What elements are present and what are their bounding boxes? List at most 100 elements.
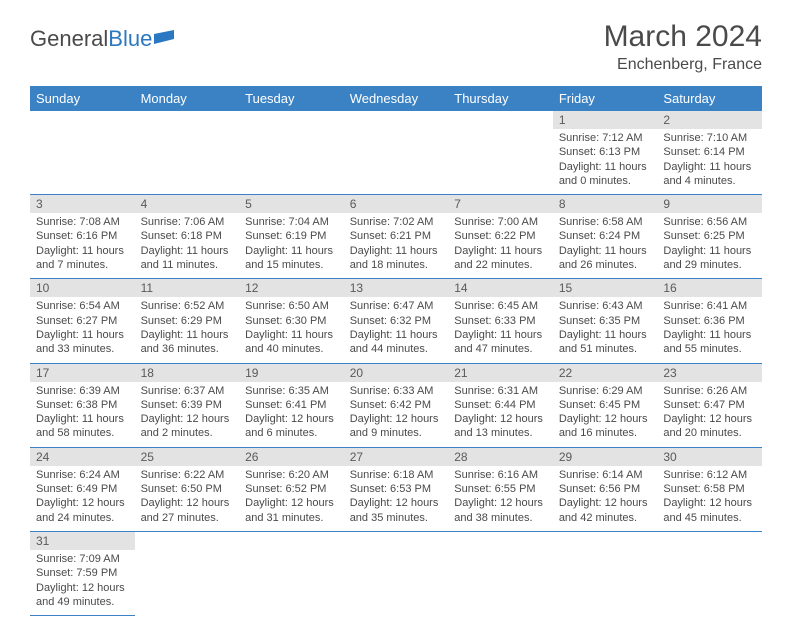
daylight-line: and 35 minutes. — [350, 511, 443, 525]
day-body: Sunrise: 7:02 AMSunset: 6:21 PMDaylight:… — [344, 213, 449, 278]
title-block: March 2024 Enchenberg, France — [604, 20, 762, 74]
day-body: Sunrise: 6:47 AMSunset: 6:32 PMDaylight:… — [344, 297, 449, 362]
daylight-line: Daylight: 11 hours — [36, 328, 129, 342]
day-number: 13 — [344, 279, 449, 297]
calendar-cell — [553, 531, 658, 615]
sunset-line: Sunset: 6:21 PM — [350, 229, 443, 243]
daylight-line: Daylight: 11 hours — [559, 244, 652, 258]
daylight-line: Daylight: 12 hours — [141, 412, 234, 426]
day-number: 28 — [448, 448, 553, 466]
daylight-line: Daylight: 12 hours — [663, 412, 756, 426]
sunrise-line: Sunrise: 6:47 AM — [350, 299, 443, 313]
sunset-line: Sunset: 6:22 PM — [454, 229, 547, 243]
calendar-cell: 4Sunrise: 7:06 AMSunset: 6:18 PMDaylight… — [135, 195, 240, 279]
sunrise-line: Sunrise: 6:56 AM — [663, 215, 756, 229]
day-body: Sunrise: 6:12 AMSunset: 6:58 PMDaylight:… — [657, 466, 762, 531]
day-number: 18 — [135, 364, 240, 382]
sunset-line: Sunset: 6:58 PM — [663, 482, 756, 496]
day-body: Sunrise: 6:50 AMSunset: 6:30 PMDaylight:… — [239, 297, 344, 362]
sunrise-line: Sunrise: 7:10 AM — [663, 131, 756, 145]
calendar-cell: 28Sunrise: 6:16 AMSunset: 6:55 PMDayligh… — [448, 447, 553, 531]
sunrise-line: Sunrise: 6:16 AM — [454, 468, 547, 482]
day-body: Sunrise: 6:18 AMSunset: 6:53 PMDaylight:… — [344, 466, 449, 531]
day-header: Saturday — [657, 86, 762, 111]
calendar-table: SundayMondayTuesdayWednesdayThursdayFrid… — [30, 86, 762, 616]
daylight-line: Daylight: 11 hours — [350, 328, 443, 342]
sunset-line: Sunset: 6:56 PM — [559, 482, 652, 496]
calendar-cell: 24Sunrise: 6:24 AMSunset: 6:49 PMDayligh… — [30, 447, 135, 531]
daylight-line: and 13 minutes. — [454, 426, 547, 440]
daylight-line: and 42 minutes. — [559, 511, 652, 525]
sunset-line: Sunset: 6:41 PM — [245, 398, 338, 412]
daylight-line: and 38 minutes. — [454, 511, 547, 525]
day-number: 30 — [657, 448, 762, 466]
sunset-line: Sunset: 7:59 PM — [36, 566, 129, 580]
day-header: Sunday — [30, 86, 135, 111]
daylight-line: Daylight: 12 hours — [663, 496, 756, 510]
calendar-cell — [448, 531, 553, 615]
flag-icon — [154, 26, 176, 52]
sunrise-line: Sunrise: 6:45 AM — [454, 299, 547, 313]
calendar-cell: 15Sunrise: 6:43 AMSunset: 6:35 PMDayligh… — [553, 279, 658, 363]
daylight-line: and 40 minutes. — [245, 342, 338, 356]
day-header-row: SundayMondayTuesdayWednesdayThursdayFrid… — [30, 86, 762, 111]
calendar-cell: 20Sunrise: 6:33 AMSunset: 6:42 PMDayligh… — [344, 363, 449, 447]
daylight-line: Daylight: 12 hours — [559, 496, 652, 510]
day-body: Sunrise: 6:52 AMSunset: 6:29 PMDaylight:… — [135, 297, 240, 362]
sunrise-line: Sunrise: 6:50 AM — [245, 299, 338, 313]
daylight-line: and 4 minutes. — [663, 174, 756, 188]
calendar-cell: 31Sunrise: 7:09 AMSunset: 7:59 PMDayligh… — [30, 531, 135, 615]
day-body: Sunrise: 6:35 AMSunset: 6:41 PMDaylight:… — [239, 382, 344, 447]
day-number: 11 — [135, 279, 240, 297]
daylight-line: Daylight: 11 hours — [141, 244, 234, 258]
day-number: 20 — [344, 364, 449, 382]
calendar-cell — [30, 111, 135, 195]
logo: GeneralBlue — [30, 20, 176, 52]
calendar-cell — [344, 531, 449, 615]
day-number: 10 — [30, 279, 135, 297]
location: Enchenberg, France — [604, 56, 762, 74]
daylight-line: Daylight: 11 hours — [350, 244, 443, 258]
daylight-line: Daylight: 12 hours — [36, 496, 129, 510]
sunset-line: Sunset: 6:27 PM — [36, 314, 129, 328]
day-body: Sunrise: 6:37 AMSunset: 6:39 PMDaylight:… — [135, 382, 240, 447]
daylight-line: and 26 minutes. — [559, 258, 652, 272]
calendar-cell: 25Sunrise: 6:22 AMSunset: 6:50 PMDayligh… — [135, 447, 240, 531]
calendar-page: GeneralBlue March 2024 Enchenberg, Franc… — [0, 0, 792, 636]
sunrise-line: Sunrise: 7:02 AM — [350, 215, 443, 229]
day-body: Sunrise: 7:00 AMSunset: 6:22 PMDaylight:… — [448, 213, 553, 278]
day-header: Friday — [553, 86, 658, 111]
daylight-line: and 0 minutes. — [559, 174, 652, 188]
day-body: Sunrise: 6:29 AMSunset: 6:45 PMDaylight:… — [553, 382, 658, 447]
calendar-cell: 13Sunrise: 6:47 AMSunset: 6:32 PMDayligh… — [344, 279, 449, 363]
daylight-line: and 15 minutes. — [245, 258, 338, 272]
day-body: Sunrise: 6:31 AMSunset: 6:44 PMDaylight:… — [448, 382, 553, 447]
sunrise-line: Sunrise: 6:20 AM — [245, 468, 338, 482]
sunrise-line: Sunrise: 6:39 AM — [36, 384, 129, 398]
day-number: 25 — [135, 448, 240, 466]
daylight-line: Daylight: 12 hours — [141, 496, 234, 510]
calendar-cell: 16Sunrise: 6:41 AMSunset: 6:36 PMDayligh… — [657, 279, 762, 363]
daylight-line: Daylight: 12 hours — [559, 412, 652, 426]
calendar-cell — [657, 531, 762, 615]
daylight-line: Daylight: 11 hours — [454, 244, 547, 258]
day-number: 17 — [30, 364, 135, 382]
sunrise-line: Sunrise: 6:29 AM — [559, 384, 652, 398]
day-number: 31 — [30, 532, 135, 550]
sunrise-line: Sunrise: 6:22 AM — [141, 468, 234, 482]
daylight-line: Daylight: 11 hours — [245, 328, 338, 342]
day-body: Sunrise: 6:14 AMSunset: 6:56 PMDaylight:… — [553, 466, 658, 531]
calendar-cell: 23Sunrise: 6:26 AMSunset: 6:47 PMDayligh… — [657, 363, 762, 447]
sunset-line: Sunset: 6:49 PM — [36, 482, 129, 496]
day-number: 12 — [239, 279, 344, 297]
day-body: Sunrise: 7:06 AMSunset: 6:18 PMDaylight:… — [135, 213, 240, 278]
daylight-line: and 36 minutes. — [141, 342, 234, 356]
sunset-line: Sunset: 6:35 PM — [559, 314, 652, 328]
daylight-line: and 29 minutes. — [663, 258, 756, 272]
sunset-line: Sunset: 6:53 PM — [350, 482, 443, 496]
calendar-cell: 9Sunrise: 6:56 AMSunset: 6:25 PMDaylight… — [657, 195, 762, 279]
sunset-line: Sunset: 6:30 PM — [245, 314, 338, 328]
sunset-line: Sunset: 6:36 PM — [663, 314, 756, 328]
daylight-line: Daylight: 11 hours — [663, 244, 756, 258]
calendar-cell: 5Sunrise: 7:04 AMSunset: 6:19 PMDaylight… — [239, 195, 344, 279]
